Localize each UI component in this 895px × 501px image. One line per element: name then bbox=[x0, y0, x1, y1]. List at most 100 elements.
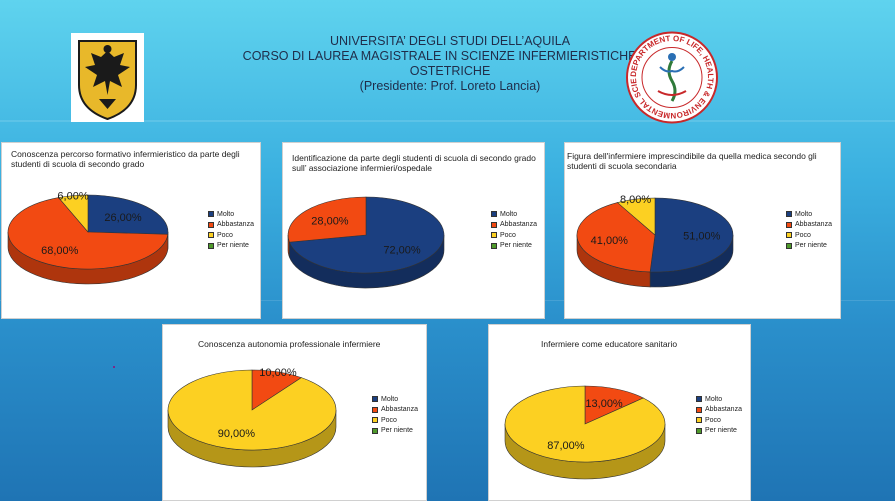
pie-chart-1: 26,00% 68,00% 6,00% bbox=[7, 191, 169, 285]
header-president: (Presidente: Prof. Loreto Lancia) bbox=[359, 79, 541, 93]
legend-swatch bbox=[786, 232, 792, 239]
legend-item-poco: Poco bbox=[491, 230, 537, 241]
legend-swatch bbox=[208, 242, 214, 249]
legend-label: Abbastanza bbox=[795, 221, 832, 229]
legend-4: Molto Abbastanza Poco Per niente bbox=[372, 394, 418, 436]
pie-slice-abbastanza bbox=[7, 197, 169, 270]
legend-swatch bbox=[208, 221, 214, 228]
legend-swatch bbox=[696, 406, 702, 413]
pie-chart-5: 13,00% 87,00% bbox=[504, 385, 666, 480]
legend-item-abbastanza: Abbastanza bbox=[786, 220, 832, 231]
legend-swatch bbox=[491, 242, 497, 249]
pie-slice-abbastanza bbox=[584, 385, 645, 425]
pie-slice-abbastanza bbox=[287, 196, 367, 243]
pie-data-label: 72,00% bbox=[383, 245, 421, 257]
legend-item-molto: Molto bbox=[696, 394, 742, 405]
chart-title-2: Identificazione da parte degli studenti … bbox=[292, 153, 536, 173]
pie-chart-2: 72,00% 28,00% bbox=[287, 196, 445, 289]
chart-panel-4: Conoscenza autonomia professionale infer… bbox=[162, 324, 427, 501]
legend-swatch bbox=[372, 417, 378, 424]
legend-item-abbastanza: Abbastanza bbox=[372, 405, 418, 416]
header-course-cont: OSTETRICHE bbox=[409, 64, 491, 78]
legend-item-molto: Molto bbox=[372, 394, 418, 405]
legend-5: Molto Abbastanza Poco Per niente bbox=[696, 394, 742, 436]
header-course: CORSO DI LAUREA MAGISTRALE IN SCIENZE IN… bbox=[242, 49, 658, 63]
legend-label: Per niente bbox=[500, 242, 532, 250]
legend-swatch bbox=[786, 242, 792, 249]
pie-data-label: 6,00% bbox=[57, 191, 88, 203]
legend-label: Abbastanza bbox=[500, 221, 537, 229]
pie-data-label: 87,00% bbox=[547, 440, 585, 452]
legend-swatch bbox=[786, 211, 792, 218]
header-university: UNIVERSITA’ DEGLI STUDI DELL’AQUILA bbox=[329, 34, 571, 48]
pie-data-label: 13,00% bbox=[585, 398, 623, 410]
legend-label: Poco bbox=[795, 231, 811, 239]
chart-title-3: Figura dell'infermiere imprescindibile d… bbox=[567, 151, 817, 171]
legend-swatch bbox=[491, 232, 497, 239]
legend-label: Per niente bbox=[795, 242, 827, 250]
pie-slice-molto bbox=[649, 197, 734, 273]
legend-swatch bbox=[696, 427, 702, 434]
pie-slice-molto bbox=[87, 194, 169, 235]
legend-3: Molto Abbastanza Poco Per niente bbox=[786, 209, 832, 251]
legend-swatch bbox=[491, 221, 497, 228]
legend-item-per-niente: Per niente bbox=[696, 426, 742, 437]
chart-panel-2: Identificazione da parte degli studenti … bbox=[282, 142, 545, 319]
pie-data-label: 8,00% bbox=[620, 194, 651, 206]
legend-label: Molto bbox=[705, 395, 723, 403]
pie-chart-3: 51,00% 41,00% 8,00% bbox=[576, 194, 734, 288]
pie-data-label: 68,00% bbox=[41, 245, 79, 257]
legend-swatch bbox=[696, 417, 702, 424]
legend-2: Molto Abbastanza Poco Per niente bbox=[491, 209, 537, 251]
pie-data-label: 41,00% bbox=[591, 235, 629, 247]
legend-label: Poco bbox=[705, 416, 721, 424]
legend-item-poco: Poco bbox=[208, 230, 254, 241]
legend-swatch bbox=[208, 232, 214, 239]
legend-item-per-niente: Per niente bbox=[491, 241, 537, 252]
decorative-dot bbox=[113, 366, 115, 368]
pie-slice-poco bbox=[57, 194, 89, 233]
pie-data-label: 10,00% bbox=[259, 367, 297, 379]
pie-slice-poco bbox=[167, 369, 337, 451]
legend-item-poco: Poco bbox=[372, 415, 418, 426]
legend-label: Molto bbox=[795, 210, 813, 218]
pie-data-label: 28,00% bbox=[311, 215, 349, 227]
legend-swatch bbox=[372, 396, 378, 403]
legend-swatch bbox=[208, 211, 214, 218]
legend-label: Per niente bbox=[381, 427, 413, 435]
legend-item-molto: Molto bbox=[208, 209, 254, 220]
legend-item-abbastanza: Abbastanza bbox=[491, 220, 537, 231]
pie-data-label: 51,00% bbox=[683, 231, 721, 243]
legend-label: Poco bbox=[217, 231, 233, 239]
legend-item-abbastanza: Abbastanza bbox=[208, 220, 254, 231]
legend-swatch bbox=[372, 406, 378, 413]
legend-swatch bbox=[696, 396, 702, 403]
pie-slice-molto bbox=[288, 196, 445, 274]
legend-swatch bbox=[372, 427, 378, 434]
legend-label: Molto bbox=[217, 210, 235, 218]
legend-item-abbastanza: Abbastanza bbox=[696, 405, 742, 416]
legend-item-poco: Poco bbox=[696, 415, 742, 426]
chart-panel-1: Conoscenza percorso formativo infermieri… bbox=[1, 142, 261, 319]
legend-label: Abbastanza bbox=[217, 221, 254, 229]
legend-item-per-niente: Per niente bbox=[208, 241, 254, 252]
chart-panel-5: Infermiere come educatore sanitario 13,0… bbox=[488, 324, 751, 501]
chart-title-4: Conoscenza autonomia professionale infer… bbox=[198, 339, 381, 349]
legend-item-molto: Molto bbox=[786, 209, 832, 220]
pie-slice-poco bbox=[504, 385, 666, 463]
chart-title-1: Conoscenza percorso formativo infermieri… bbox=[11, 149, 240, 169]
pie-slice-abbastanza bbox=[576, 202, 656, 273]
slide-header: UNIVERSITA’ DEGLI STUDI DELL’AQUILA CORS… bbox=[170, 34, 730, 94]
legend-label: Per niente bbox=[705, 427, 737, 435]
legend-1: Molto Abbastanza Poco Per niente bbox=[208, 209, 254, 251]
legend-label: Molto bbox=[381, 395, 399, 403]
legend-item-poco: Poco bbox=[786, 230, 832, 241]
pie-data-label: 26,00% bbox=[104, 212, 142, 224]
chart-panel-3: Figura dell'infermiere imprescindibile d… bbox=[564, 142, 841, 319]
pie-chart-4: 10,00% 90,00% bbox=[167, 367, 337, 468]
legend-label: Abbastanza bbox=[381, 406, 418, 414]
legend-label: Poco bbox=[381, 416, 397, 424]
legend-swatch bbox=[491, 211, 497, 218]
chart-title-5: Infermiere come educatore sanitario bbox=[541, 339, 678, 349]
legend-label: Poco bbox=[500, 231, 516, 239]
